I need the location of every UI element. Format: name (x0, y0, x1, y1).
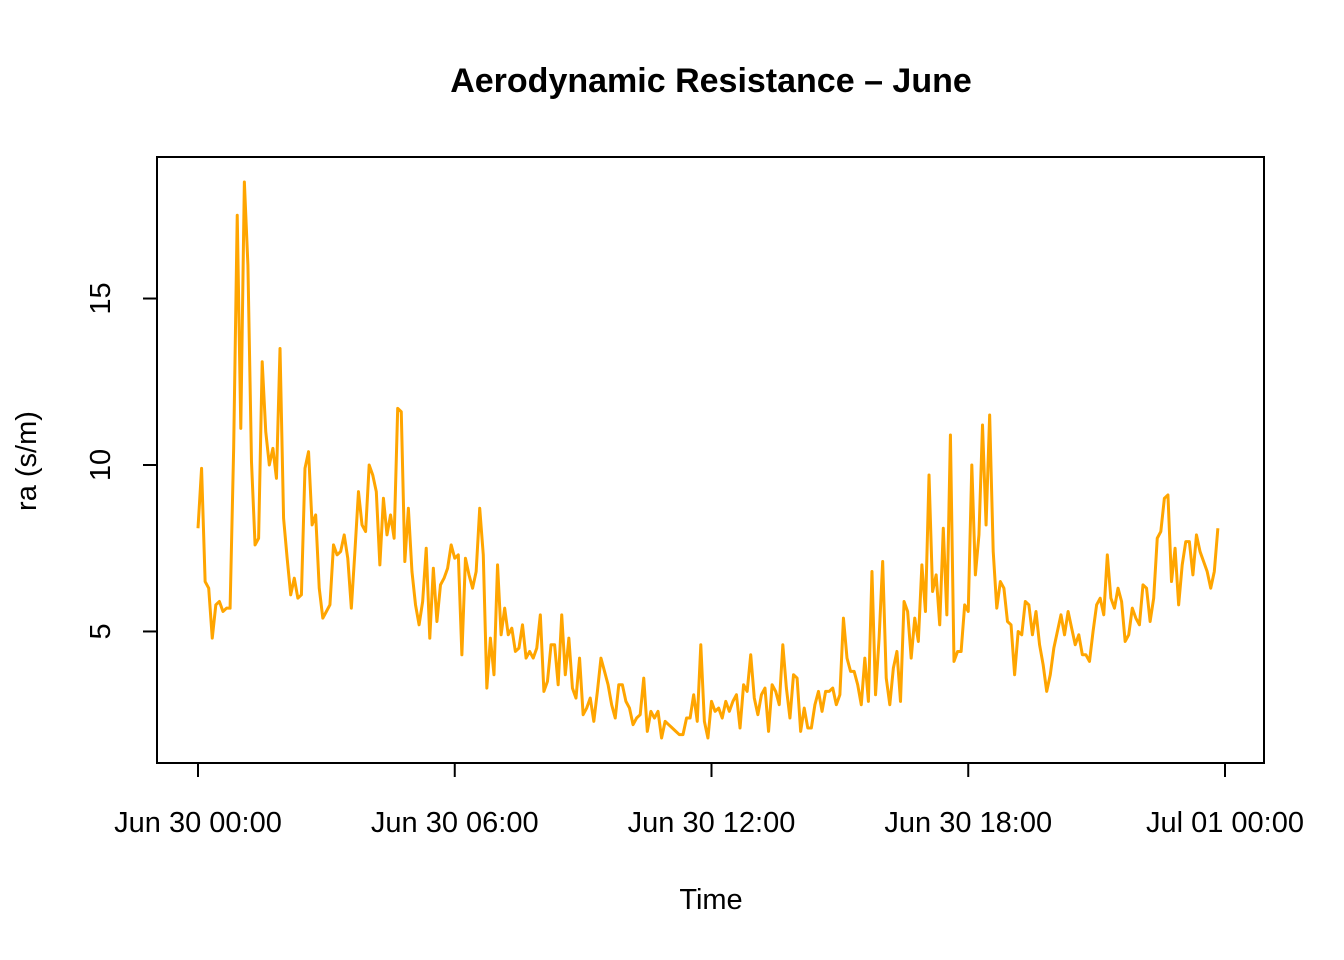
y-axis: 5 10 15 (85, 282, 157, 640)
chart-title: Aerodynamic Resistance – June (450, 62, 972, 100)
x-tick-label: Jul 01 00:00 (1146, 807, 1304, 839)
x-tick-label: Jun 30 12:00 (628, 807, 796, 839)
series-line (196, 180, 1220, 740)
x-tick-label: Jun 30 00:00 (114, 807, 282, 839)
plot-frame (156, 156, 1265, 764)
y-tick-label: 15 (85, 282, 117, 314)
x-axis: Jun 30 00:00 Jun 30 06:00 Jun 30 12:00 Jun … (114, 763, 1304, 839)
x-tick-label: Jun 30 06:00 (371, 807, 539, 839)
x-tick-label: Jun 30 18:00 (884, 807, 1052, 839)
y-axis-label: ra (s/m) (11, 411, 43, 511)
x-axis-label: Time (679, 884, 742, 916)
y-tick-label: 5 (85, 623, 117, 639)
y-tick-label: 10 (85, 449, 117, 481)
